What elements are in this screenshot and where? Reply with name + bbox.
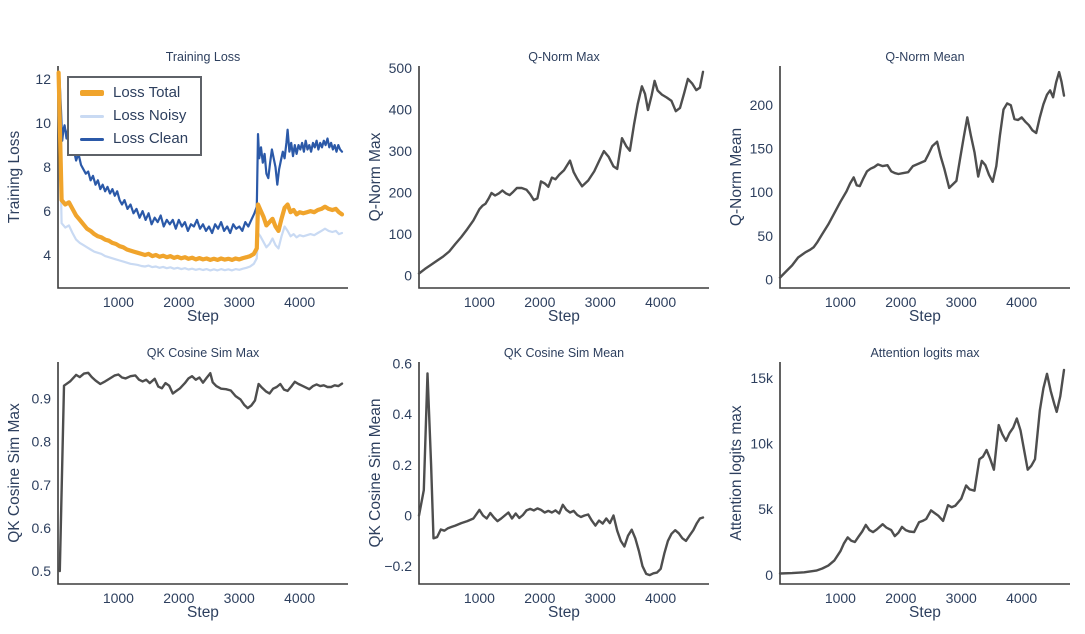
subplot-q-norm-mean: Q-Norm Mean Q-Norm Mean 0 50 100 150 200 1000… (723, 42, 1084, 338)
svg-text:3000: 3000 (585, 294, 616, 310)
svg-text:400: 400 (389, 102, 413, 118)
svg-text:0.8: 0.8 (32, 434, 52, 450)
chart-title-qk-cosine-sim-mean: QK Cosine Sim Mean (503, 346, 625, 360)
x-axis-label-attention-logits-max: Step (909, 604, 941, 621)
svg-text:0.2: 0.2 (393, 457, 413, 473)
svg-text:2000: 2000 (885, 590, 916, 606)
svg-text:1000: 1000 (103, 590, 134, 606)
legend: Loss Total Loss Noisy Loss Clean (67, 76, 203, 156)
svg-text:4000: 4000 (284, 294, 315, 310)
svg-text:6: 6 (43, 203, 51, 219)
subplot-q-norm-max: Q-Norm Max Q-Norm Max 0 100 200 300 400 500 10… (362, 42, 723, 338)
subplot-attention-logits-max: Attention logits max Attention logits ma… (723, 338, 1084, 634)
x-axis-label-qk-cosine-sim-mean: Step (548, 604, 580, 621)
chart-canvas-q-norm-mean[interactable]: 0 50 100 150 200 1000 2000 3000 4000 (723, 42, 1084, 338)
legend-swatch-loss-clean (80, 137, 104, 141)
subplot-qk-cosine-sim-mean: QK Cosine Sim Mean QK Cosine Sim Mean −0… (362, 338, 723, 634)
legend-swatch-loss-total (80, 90, 104, 96)
svg-text:200: 200 (389, 185, 413, 201)
chart-title-qk-cosine-sim-max: QK Cosine Sim Max (146, 346, 260, 360)
legend-label-loss-clean: Loss Clean (113, 130, 189, 147)
svg-text:500: 500 (389, 60, 413, 76)
svg-text:5k: 5k (758, 501, 774, 517)
svg-text:2000: 2000 (885, 294, 916, 310)
legend-item-loss-noisy[interactable]: Loss Noisy (80, 107, 188, 125)
svg-text:2000: 2000 (524, 590, 555, 606)
x-axis-label-q-norm-max: Step (548, 308, 580, 325)
svg-text:3000: 3000 (946, 590, 977, 606)
chart-canvas-training-loss[interactable]: 4 6 8 10 12 1000 2000 3000 4000 (1, 42, 362, 338)
svg-text:0.7: 0.7 (32, 477, 52, 493)
subplot-qk-cosine-sim-max: QK Cosine Sim Max QK Cosine Sim Max 0.5 0… (1, 338, 362, 634)
svg-text:0.5: 0.5 (32, 563, 52, 579)
legend-label-loss-total: Loss Total (113, 84, 181, 101)
svg-text:0: 0 (765, 271, 773, 287)
svg-text:4000: 4000 (645, 294, 676, 310)
svg-text:4000: 4000 (645, 590, 676, 606)
chart-title-q-norm-max: Q-Norm Max (528, 50, 600, 64)
svg-text:3000: 3000 (224, 590, 255, 606)
svg-text:1000: 1000 (825, 590, 856, 606)
svg-text:12: 12 (35, 71, 51, 87)
legend-swatch-loss-noisy (80, 114, 104, 118)
svg-text:2000: 2000 (163, 294, 194, 310)
svg-text:1000: 1000 (464, 590, 495, 606)
svg-text:0: 0 (404, 268, 412, 284)
svg-text:3000: 3000 (946, 294, 977, 310)
svg-text:3000: 3000 (224, 294, 255, 310)
svg-text:200: 200 (750, 97, 774, 113)
svg-text:4: 4 (43, 247, 51, 263)
svg-text:3000: 3000 (585, 590, 616, 606)
svg-text:2000: 2000 (524, 294, 555, 310)
svg-text:4000: 4000 (284, 590, 315, 606)
svg-text:8: 8 (43, 159, 51, 175)
chart-canvas-qk-cosine-sim-mean[interactable]: −0.2 0 0.2 0.4 0.6 1000 2000 3000 4000 (362, 338, 723, 634)
legend-item-loss-total[interactable]: Loss Total (80, 84, 188, 102)
svg-text:0.9: 0.9 (32, 391, 52, 407)
svg-text:4000: 4000 (1006, 590, 1037, 606)
svg-text:150: 150 (750, 141, 774, 157)
svg-text:100: 100 (389, 226, 413, 242)
x-axis-label-training-loss: Step (187, 308, 219, 325)
chart-title-q-norm-mean: Q-Norm Mean (885, 50, 965, 64)
svg-text:10: 10 (35, 115, 51, 131)
svg-text:1000: 1000 (103, 294, 134, 310)
svg-text:1000: 1000 (464, 294, 495, 310)
svg-text:2000: 2000 (163, 590, 194, 606)
svg-text:0.6: 0.6 (32, 520, 52, 536)
svg-text:100: 100 (750, 184, 774, 200)
svg-text:0.6: 0.6 (393, 355, 413, 371)
legend-label-loss-noisy: Loss Noisy (113, 107, 187, 124)
svg-text:50: 50 (757, 228, 773, 244)
chart-canvas-attention-logits-max[interactable]: 0 5k 10k 15k 1000 2000 3000 4000 (723, 338, 1084, 634)
x-axis-label-q-norm-mean: Step (909, 308, 941, 325)
legend-item-loss-clean[interactable]: Loss Clean (80, 130, 188, 148)
svg-text:0: 0 (765, 567, 773, 583)
svg-text:0.4: 0.4 (393, 406, 413, 422)
svg-text:10k: 10k (750, 435, 774, 451)
svg-text:−0.2: −0.2 (384, 558, 412, 574)
chart-canvas-qk-cosine-sim-max[interactable]: 0.5 0.6 0.7 0.8 0.9 1000 2000 3000 4000 (1, 338, 362, 634)
svg-text:300: 300 (389, 143, 413, 159)
svg-text:0: 0 (404, 507, 412, 523)
svg-text:1000: 1000 (825, 294, 856, 310)
svg-text:4000: 4000 (1006, 294, 1037, 310)
x-axis-label-qk-cosine-sim-max: Step (187, 604, 219, 621)
subplot-training-loss: Training Loss Training Loss 4 6 8 10 12 1000 2… (1, 42, 362, 338)
chart-title-attention-logits-max: Attention logits max (870, 346, 980, 360)
svg-text:15k: 15k (750, 370, 774, 386)
chart-canvas-q-norm-max[interactable]: 0 100 200 300 400 500 1000 2000 3000 4000 (362, 42, 723, 338)
chart-title-training-loss: Training Loss (165, 50, 241, 64)
